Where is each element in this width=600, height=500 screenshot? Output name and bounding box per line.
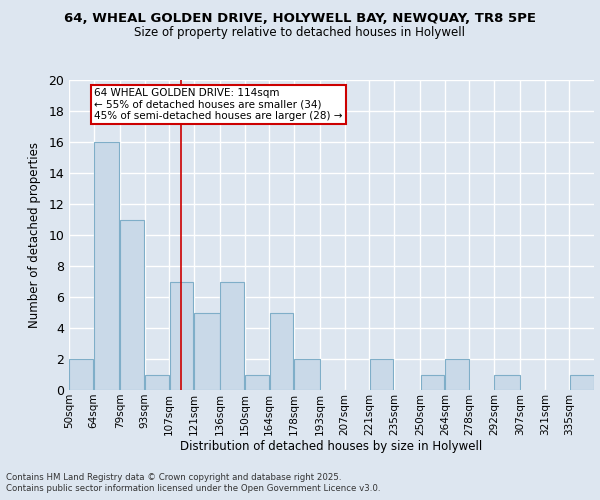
Bar xyxy=(70,359,93,390)
Text: Contains public sector information licensed under the Open Government Licence v3: Contains public sector information licen… xyxy=(6,484,380,493)
Text: Size of property relative to detached houses in Holywell: Size of property relative to detached ho… xyxy=(134,26,466,39)
Bar xyxy=(445,359,469,390)
Bar xyxy=(370,359,394,390)
Bar xyxy=(245,374,269,390)
Y-axis label: Number of detached properties: Number of detached properties xyxy=(28,142,41,328)
X-axis label: Distribution of detached houses by size in Holywell: Distribution of detached houses by size … xyxy=(181,440,482,454)
Bar xyxy=(94,142,119,390)
Bar xyxy=(194,312,220,390)
Text: 64 WHEAL GOLDEN DRIVE: 114sqm
← 55% of detached houses are smaller (34)
45% of s: 64 WHEAL GOLDEN DRIVE: 114sqm ← 55% of d… xyxy=(94,88,343,121)
Bar xyxy=(170,282,193,390)
Text: Contains HM Land Registry data © Crown copyright and database right 2025.: Contains HM Land Registry data © Crown c… xyxy=(6,472,341,482)
Bar xyxy=(145,374,169,390)
Text: 64, WHEAL GOLDEN DRIVE, HOLYWELL BAY, NEWQUAY, TR8 5PE: 64, WHEAL GOLDEN DRIVE, HOLYWELL BAY, NE… xyxy=(64,12,536,26)
Bar xyxy=(121,220,144,390)
Bar xyxy=(494,374,520,390)
Bar xyxy=(269,312,293,390)
Bar xyxy=(570,374,593,390)
Bar xyxy=(220,282,244,390)
Bar xyxy=(421,374,445,390)
Bar xyxy=(294,359,320,390)
